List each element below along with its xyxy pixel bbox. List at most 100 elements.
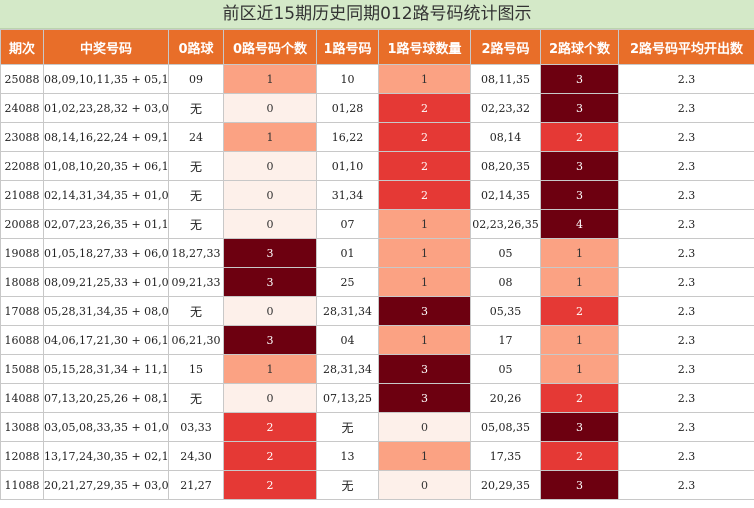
route1-count-cell: 1 [378,267,471,297]
route1-count-cell: 0 [378,412,471,442]
route2-numbers-cell: 05,08,35 [470,412,541,442]
route2-average-cell: 2.3 [618,64,754,94]
route1-count-cell: 2 [378,93,471,123]
route2-average-cell: 2.3 [618,354,754,384]
col-header-route2-count: 2路球个数 [540,29,619,65]
winning-numbers-cell: 01,08,10,20,35 + 06,11 [43,151,169,181]
route0-balls-cell: 无 [168,383,224,413]
table-body: 25088 08,09,10,11,35 + 05,11 09 1 10 1 08,11,3… [0,64,754,500]
route1-numbers-cell: 04 [316,325,379,355]
col-header-route0-count: 0路号码个数 [223,29,317,65]
table-row: 11088 20,21,27,29,35 + 03,08 21,27 2 无 0 20,29… [0,470,754,500]
table-row: 17088 05,28,31,34,35 + 08,09 无 0 28,31,34 3 05… [0,296,754,326]
table-row: 16088 04,06,17,21,30 + 06,11 06,21,30 3 04 1 1… [0,325,754,355]
route1-numbers-cell: 无 [316,470,379,500]
winning-numbers-cell: 13,17,24,30,35 + 02,10 [43,441,169,471]
route2-count-cell: 3 [540,412,619,442]
route0-count-cell: 2 [223,412,317,442]
table-row: 12088 13,17,24,30,35 + 02,10 24,30 2 13 1 17,3… [0,441,754,471]
route1-numbers-cell: 16,22 [316,122,379,152]
table-row: 25088 08,09,10,11,35 + 05,11 09 1 10 1 08,11,3… [0,64,754,94]
route2-count-cell: 3 [540,93,619,123]
route1-count-cell: 0 [378,470,471,500]
route1-numbers-cell: 07 [316,209,379,239]
route2-average-cell: 2.3 [618,209,754,239]
table-row: 19088 01,05,18,27,33 + 06,08 18,27,33 3 01 1 0… [0,238,754,268]
winning-numbers-cell: 05,28,31,34,35 + 08,09 [43,296,169,326]
period-cell: 25088 [0,64,44,94]
route1-numbers-cell: 25 [316,267,379,297]
table-row: 14088 07,13,20,25,26 + 08,11 无 0 07,13,25 3 20… [0,383,754,413]
route2-numbers-cell: 08 [470,267,541,297]
route0-balls-cell: 无 [168,180,224,210]
period-cell: 21088 [0,180,44,210]
col-header-winning-numbers: 中奖号码 [43,29,169,65]
route0-balls-cell: 24 [168,122,224,152]
route0-balls-cell: 无 [168,296,224,326]
period-cell: 11088 [0,470,44,500]
route1-numbers-cell: 无 [316,412,379,442]
route1-count-cell: 1 [378,238,471,268]
period-cell: 18088 [0,267,44,297]
route1-numbers-cell: 10 [316,64,379,94]
route0-balls-cell: 15 [168,354,224,384]
table-row: 23088 08,14,16,22,24 + 09,12 24 1 16,22 2 08,1… [0,122,754,152]
route0-count-cell: 0 [223,383,317,413]
route0-balls-cell: 24,30 [168,441,224,471]
route0-count-cell: 2 [223,470,317,500]
route0-balls-cell: 无 [168,151,224,181]
stats-table: 期次 中奖号码 0路球 0路号码个数 1路号码 1路号球数量 2路号码 2路球个… [0,29,754,500]
route2-count-cell: 1 [540,267,619,297]
route1-count-cell: 1 [378,325,471,355]
route2-count-cell: 1 [540,238,619,268]
route1-numbers-cell: 07,13,25 [316,383,379,413]
winning-numbers-cell: 04,06,17,21,30 + 06,11 [43,325,169,355]
table-row: 18088 08,09,21,25,33 + 01,08 09,21,33 3 25 1 0… [0,267,754,297]
route1-numbers-cell: 28,31,34 [316,354,379,384]
route2-average-cell: 2.3 [618,441,754,471]
winning-numbers-cell: 07,13,20,25,26 + 08,11 [43,383,169,413]
col-header-route0-balls: 0路球 [168,29,224,65]
route1-count-cell: 3 [378,383,471,413]
route1-numbers-cell: 13 [316,441,379,471]
period-cell: 23088 [0,122,44,152]
table-row: 20088 02,07,23,26,35 + 01,12 无 0 07 1 02,23,26… [0,209,754,239]
col-header-route1-numbers: 1路号码 [316,29,379,65]
route0-balls-cell: 03,33 [168,412,224,442]
winning-numbers-cell: 02,14,31,34,35 + 01,07 [43,180,169,210]
route1-numbers-cell: 01 [316,238,379,268]
route1-count-cell: 2 [378,180,471,210]
route2-average-cell: 2.3 [618,383,754,413]
winning-numbers-cell: 05,15,28,31,34 + 11,12 [43,354,169,384]
period-cell: 14088 [0,383,44,413]
route2-count-cell: 2 [540,383,619,413]
route2-numbers-cell: 08,11,35 [470,64,541,94]
winning-numbers-cell: 01,05,18,27,33 + 06,08 [43,238,169,268]
route0-balls-cell: 09 [168,64,224,94]
route1-count-cell: 2 [378,151,471,181]
route0-count-cell: 0 [223,209,317,239]
route0-balls-cell: 21,27 [168,470,224,500]
route1-count-cell: 1 [378,64,471,94]
route0-count-cell: 0 [223,180,317,210]
route1-numbers-cell: 01,10 [316,151,379,181]
route2-average-cell: 2.3 [618,267,754,297]
route2-count-cell: 3 [540,470,619,500]
route2-average-cell: 2.3 [618,412,754,442]
route1-count-cell: 2 [378,122,471,152]
winning-numbers-cell: 01,02,23,28,32 + 03,05 [43,93,169,123]
route2-average-cell: 2.3 [618,93,754,123]
route2-numbers-cell: 17 [470,325,541,355]
route1-numbers-cell: 01,28 [316,93,379,123]
winning-numbers-cell: 08,14,16,22,24 + 09,12 [43,122,169,152]
route1-numbers-cell: 28,31,34 [316,296,379,326]
route2-numbers-cell: 05 [470,238,541,268]
table-row: 24088 01,02,23,28,32 + 03,05 无 0 01,28 2 02,23… [0,93,754,123]
route2-count-cell: 3 [540,64,619,94]
header-row: 期次 中奖号码 0路球 0路号码个数 1路号码 1路号球数量 2路号码 2路球个… [0,29,754,65]
route2-numbers-cell: 08,20,35 [470,151,541,181]
table-row: 22088 01,08,10,20,35 + 06,11 无 0 01,10 2 08,20… [0,151,754,181]
route2-count-cell: 1 [540,354,619,384]
route2-count-cell: 2 [540,296,619,326]
